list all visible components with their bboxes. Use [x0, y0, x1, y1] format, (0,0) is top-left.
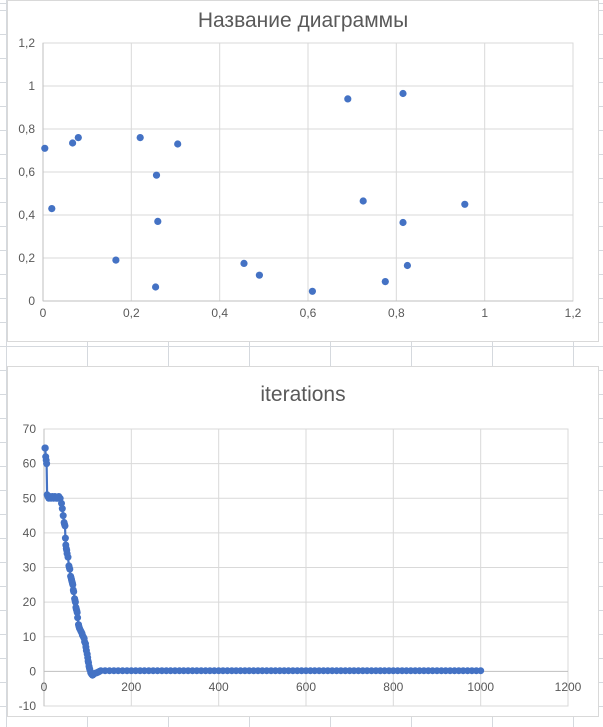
x-tick-label: 1,2 — [565, 306, 582, 320]
data-point-marker[interactable] — [74, 134, 82, 142]
data-point-marker[interactable] — [43, 460, 51, 468]
scatter-plot-area: 0 0,2 0,4 0,6 0,8 1 1,2 0 0,2 0,4 0,6 0,8 1 1,2 — [18, 36, 581, 320]
scatter-chart-canvas: Название диаграммы 0 0,2 0,4 0,6 0,8 1 1,2 0 0,2… — [18, 9, 581, 320]
data-point-marker[interactable] — [112, 256, 120, 264]
iterations-chart-title[interactable]: iterations — [260, 383, 345, 406]
data-point-marker[interactable] — [399, 218, 407, 227]
data-point-marker[interactable] — [71, 598, 79, 606]
y-tick-label: 50 — [23, 491, 37, 505]
data-point-marker[interactable] — [41, 444, 49, 452]
data-point-marker[interactable] — [255, 271, 263, 279]
data-point-marker[interactable] — [152, 171, 161, 179]
y-tick-label: -10 — [19, 699, 37, 713]
x-tick-label: 400 — [209, 680, 229, 694]
data-point-marker[interactable] — [64, 553, 72, 561]
data-point-marker[interactable] — [41, 144, 49, 152]
y-tick-label: 40 — [23, 526, 37, 540]
x-tick-label: 1000 — [467, 680, 494, 694]
data-point-marker[interactable] — [58, 499, 65, 507]
x-tick-label: 0 — [40, 306, 47, 320]
data-point-marker[interactable] — [344, 95, 352, 103]
data-point-marker[interactable] — [69, 581, 77, 589]
x-tick-label: 800 — [383, 680, 403, 694]
y-tick-label: 0 — [28, 294, 35, 308]
y-tick-label: 0,2 — [18, 251, 35, 265]
iterations-chart-object[interactable]: iterations 0 200 400 600 800 1000 1200 -10 0 10 20… — [7, 366, 599, 717]
data-point-marker[interactable] — [381, 278, 389, 286]
data-point-marker[interactable] — [136, 134, 144, 142]
data-series[interactable] — [41, 89, 469, 295]
data-point-marker[interactable] — [48, 205, 56, 213]
x-tick-label: 0,6 — [300, 306, 317, 320]
data-point-marker[interactable] — [58, 505, 66, 513]
data-point-marker[interactable] — [69, 139, 77, 147]
scatter-chart-object[interactable]: Название диаграммы 0 0,2 0,4 0,6 0,8 1 1,2 0 0,2… — [7, 0, 599, 342]
data-point-marker[interactable] — [70, 588, 78, 596]
y-tick-label: 60 — [23, 457, 37, 471]
iterations-plot-area: 0 200 400 600 800 1000 1200 -10 0 10 20 30 40 50 60 70 — [19, 422, 582, 713]
y-tick-label: 30 — [23, 561, 37, 575]
data-point-marker[interactable] — [66, 565, 74, 573]
series-line — [44, 446, 481, 677]
y-tick-label: 70 — [23, 422, 37, 436]
y-tick-label: 20 — [23, 595, 37, 609]
x-tick-label: 200 — [121, 680, 141, 694]
data-point-marker[interactable] — [477, 667, 485, 675]
y-tick-label: 0,4 — [18, 208, 35, 222]
tick-labels: 0 200 400 600 800 1000 1200 -10 0 10 20 30 40 50 60 70 — [19, 422, 582, 713]
gridlines — [44, 429, 568, 706]
y-tick-label: 0 — [29, 664, 36, 678]
data-point-marker[interactable] — [73, 609, 81, 616]
data-point-marker[interactable] — [399, 89, 407, 98]
scatter-chart-title[interactable]: Название диаграммы — [198, 9, 408, 32]
data-point-marker[interactable] — [59, 512, 67, 520]
x-tick-label: 1 — [481, 306, 488, 320]
x-tick-label: 0,8 — [388, 306, 405, 320]
x-tick-label: 0 — [41, 680, 48, 694]
data-point-marker[interactable] — [61, 522, 69, 530]
y-tick-label: 0,6 — [18, 165, 35, 179]
data-point-marker[interactable] — [61, 534, 69, 542]
data-point-marker[interactable] — [461, 200, 469, 208]
data-point-marker[interactable] — [240, 259, 248, 267]
x-tick-label: 0,4 — [211, 306, 228, 320]
data-point-marker[interactable] — [403, 261, 411, 270]
x-tick-label: 1200 — [555, 680, 582, 694]
y-tick-label: 0,8 — [18, 122, 35, 136]
data-point-marker[interactable] — [308, 287, 316, 295]
y-tick-label: 1 — [28, 79, 35, 93]
x-tick-label: 0,2 — [123, 306, 140, 320]
y-tick-label: 10 — [23, 630, 37, 644]
data-point-marker[interactable] — [359, 197, 367, 205]
data-point-marker[interactable] — [154, 217, 162, 225]
data-point-marker[interactable] — [74, 614, 82, 622]
gridlines — [43, 43, 573, 301]
data-point-marker[interactable] — [174, 140, 182, 148]
data-series[interactable] — [41, 444, 485, 679]
iterations-chart-canvas: iterations 0 200 400 600 800 1000 1200 -10 0 10 20… — [19, 383, 582, 713]
y-tick-label: 1,2 — [18, 36, 35, 50]
data-point-marker[interactable] — [152, 283, 160, 291]
tick-labels: 0 0,2 0,4 0,6 0,8 1 1,2 0 0,2 0,4 0,6 0,8 1 1,2 — [18, 36, 581, 320]
x-tick-label: 600 — [296, 680, 316, 694]
